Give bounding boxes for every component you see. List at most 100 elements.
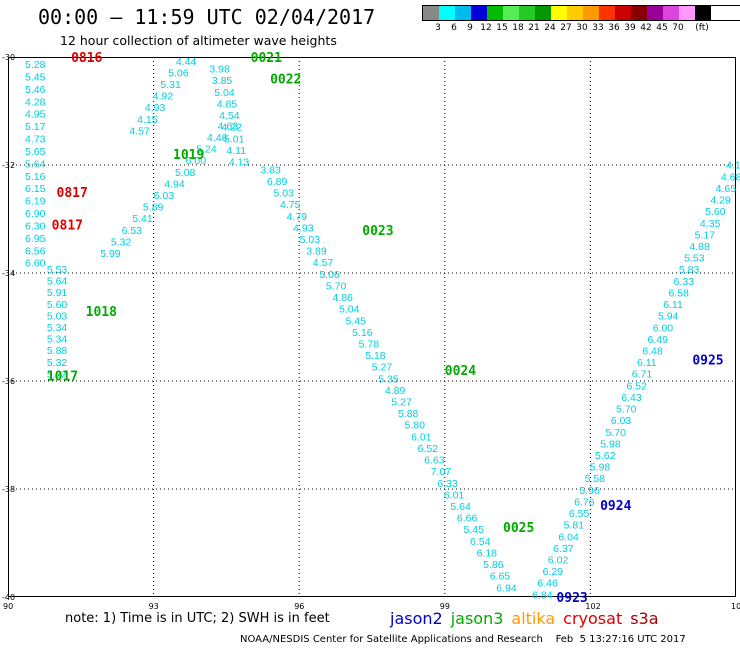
legend-color-box (439, 6, 455, 20)
latitude-label: -34 (2, 269, 15, 278)
swh-value: 4.13 (229, 156, 250, 168)
swh-value: 5.88 (398, 408, 419, 420)
legend-tick-label: 42 (640, 23, 652, 33)
swh-value: 6.02 (548, 554, 569, 566)
swh-value: 5.62 (595, 450, 616, 462)
swh-value: 5.16 (25, 171, 46, 183)
swh-value: 6.90 (25, 208, 46, 220)
swh-value: 5.80 (405, 420, 426, 432)
swh-value: 5.81 (564, 520, 585, 532)
swh-value: 6.01 (444, 489, 465, 501)
swh-value: 6.76 (574, 496, 595, 508)
swh-value: 4.88 (689, 241, 710, 253)
swh-value: 5.65 (25, 146, 46, 158)
legend-tick-labels: 3 6 9 12 15 18 21 24 27 30 33 36 39 42 45 70 (ft) (422, 21, 740, 35)
swh-value: 6.04 (558, 531, 579, 543)
swh-value: 4.57 (313, 257, 334, 269)
swh-value: 5.78 (359, 338, 380, 350)
legend-color-box (663, 6, 679, 20)
legend-color-box (551, 6, 567, 20)
swh-value: 5.89 (143, 202, 164, 214)
legend-tick-label: 24 (544, 23, 556, 33)
legend-tick-label: 70 (672, 23, 684, 33)
swh-value: 6.54 (470, 536, 491, 548)
swh-value: 4.79 (287, 211, 308, 223)
satellite-name-altika: altika (511, 609, 556, 628)
swh-value: 6.00 (653, 322, 674, 334)
swh-value: 4.92 (153, 91, 174, 103)
swh-value: 6.49 (647, 334, 668, 346)
swh-value: 5.01 (224, 133, 245, 145)
swh-value: 6.19 (25, 196, 46, 208)
swh-value: 5.64 (47, 276, 68, 288)
swh-value: 5.08 (175, 167, 196, 179)
track-time-label: 0923 (556, 591, 587, 606)
longitude-label: 102 (585, 602, 600, 611)
track-time-label: 0924 (600, 499, 631, 514)
legend-tick-label: 3 (435, 23, 441, 33)
swh-value: 4.89 (385, 385, 406, 397)
swh-value: 6.89 (267, 176, 288, 188)
latitude-label: -38 (2, 485, 15, 494)
legend-tick-label: 39 (624, 23, 636, 33)
swh-value: 6.56 (25, 245, 46, 257)
swh-value: 5.28 (25, 59, 46, 71)
swh-value: 4.22 (222, 122, 243, 134)
legend-color-box (567, 6, 583, 20)
swh-value: 5.03 (273, 188, 294, 200)
swh-value: 5.16 (352, 327, 373, 339)
swh-value: 5.17 (25, 121, 46, 133)
swh-value: 4.86 (332, 292, 353, 304)
map-plot-area (8, 57, 736, 597)
swh-value: 4.95 (25, 109, 46, 121)
swh-value: 7.07 (431, 466, 452, 478)
swh-value: 6.65 (490, 571, 511, 583)
track-time-label: 1017 (47, 370, 78, 385)
swh-value: 5.60 (47, 299, 68, 311)
color-scale-legend: 3 6 9 12 15 18 21 24 27 30 33 36 39 42 45 70 (ft) (422, 5, 740, 35)
swh-value: 6.15 (25, 183, 46, 195)
swh-value: 6.95 (25, 233, 46, 245)
legend-tick-label: 9 (467, 23, 473, 33)
longitude-label: 99 (440, 602, 450, 611)
legend-color-box (423, 6, 439, 20)
swh-value: 3.98 (209, 64, 230, 76)
swh-value: 5.03 (47, 310, 68, 322)
swh-value: 5.17 (695, 229, 716, 241)
track-time-label: 0817 (57, 186, 88, 201)
swh-value: 5.70 (616, 404, 637, 416)
swh-value: 4.73 (25, 134, 46, 146)
satellite-name-jason3: jason3 (450, 609, 504, 628)
longitude-label: 96 (294, 602, 304, 611)
swh-value: 5.45 (346, 315, 367, 327)
swh-value: 5.96 (579, 485, 600, 497)
swh-value: 4.63 (218, 120, 239, 132)
swh-value: 6.94 (496, 582, 517, 594)
swh-value: 5.64 (450, 501, 471, 513)
legend-color-box (631, 6, 647, 20)
swh-value: 6.33 (437, 478, 458, 490)
swh-value: 5.18 (365, 350, 386, 362)
swh-value: 5.98 (600, 438, 621, 450)
swh-value: 6.01 (411, 431, 432, 443)
satellite-legend: jason2 jason3 altika cryosat s3a (390, 609, 667, 628)
swh-value: 3.89 (306, 246, 327, 258)
swh-value: 6.52 (627, 380, 648, 392)
swh-value: 6.43 (621, 392, 642, 404)
legend-color-box (647, 6, 663, 20)
swh-value: 4.94 (164, 178, 185, 190)
swh-value: 3.83 (260, 164, 281, 176)
map-title: 00:00 — 11:59 UTC 02/04/2017 (38, 5, 376, 29)
swh-value: 6.03 (611, 415, 632, 427)
track-time-label: 0022 (270, 73, 301, 88)
swh-value: 5.35 (378, 373, 399, 385)
legend-color-box (487, 6, 503, 20)
track-time-label: 0023 (362, 224, 393, 239)
swh-value: 5.31 (160, 79, 181, 91)
legend-tick-label: 27 (560, 23, 572, 33)
swh-value: 5.70 (326, 280, 347, 292)
swh-value: 5.53 (47, 264, 68, 276)
longitude-label: 93 (149, 602, 159, 611)
footer-credit: NOAA/NESDIS Center for Satellite Applica… (240, 634, 686, 645)
